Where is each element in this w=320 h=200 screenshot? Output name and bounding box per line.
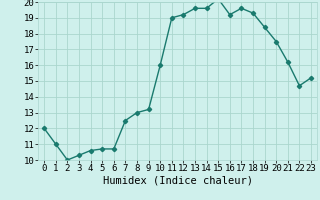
X-axis label: Humidex (Indice chaleur): Humidex (Indice chaleur) xyxy=(103,176,252,186)
